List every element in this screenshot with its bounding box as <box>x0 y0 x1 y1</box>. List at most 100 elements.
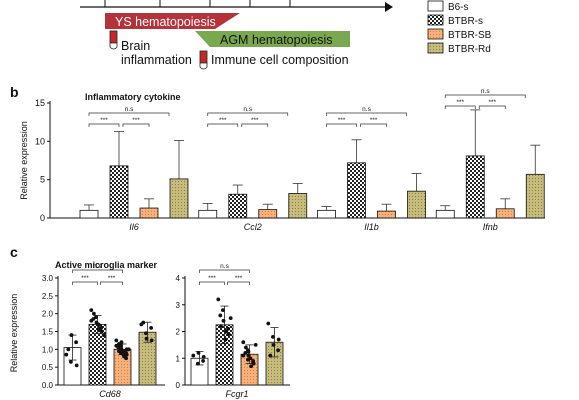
sig-top-line <box>72 269 123 273</box>
ys-hematopoiesis-band <box>105 13 240 29</box>
x-tick-label: Ifnb <box>483 222 498 232</box>
data-point <box>241 340 246 345</box>
panel-b-letter: b <box>10 84 19 100</box>
legend-swatch-0 <box>427 0 444 12</box>
active-microglia-chart: Active microglia marker Relative expressi… <box>9 260 290 399</box>
data-point <box>249 364 254 369</box>
sig-left-label: *** <box>219 117 227 124</box>
chart-title: Active microglia marker <box>55 260 158 270</box>
sig-right-line <box>360 123 387 127</box>
legend: B6-s BTBR-s BTBR-SB BTBR-Rd <box>427 0 492 55</box>
data-point <box>268 353 273 358</box>
x-tick-label: Cd68 <box>99 389 121 399</box>
data-point <box>69 359 73 364</box>
data-point <box>276 337 281 342</box>
y-axis-label: Relative expression <box>19 121 29 200</box>
sig-right-label: *** <box>370 117 378 124</box>
sig-top-label: n.s <box>481 88 490 95</box>
sig-left-line <box>72 281 98 285</box>
data-point <box>191 353 196 358</box>
bar-Ccl2-B6-s <box>198 209 218 219</box>
y-tick-label: 0 <box>176 381 181 390</box>
sig-right-line <box>478 105 506 109</box>
data-point <box>74 340 78 345</box>
bar-Il6-B6-s <box>79 209 99 219</box>
sig-left-label: *** <box>100 117 108 124</box>
sig-left-line <box>88 123 120 127</box>
sig-left-line <box>207 123 239 127</box>
data-point <box>221 318 226 323</box>
bar-Ccl2-BTBR-Rd <box>288 193 308 219</box>
sig-left-line <box>199 281 225 285</box>
sig-top-line <box>207 112 289 116</box>
sig-left-label: *** <box>456 99 464 106</box>
y-tick-label: 2 <box>176 328 181 337</box>
bar-Il6-BTBR-s <box>109 165 129 219</box>
data-point <box>266 321 271 326</box>
bar-Il1b-BTBR-s <box>347 162 366 219</box>
data-point <box>144 331 148 336</box>
data-point <box>228 316 233 321</box>
sig-top-label: n.s <box>125 106 134 113</box>
data-point <box>119 340 124 345</box>
bar-Ifnb-BTBR-s <box>465 155 485 219</box>
data-point <box>246 349 251 354</box>
legend-label-0: B6-s <box>448 2 469 13</box>
data-point <box>124 356 128 361</box>
sig-top-line <box>88 112 170 116</box>
x-tick-label: Il6 <box>129 222 139 232</box>
sig-left-line <box>444 105 476 109</box>
bar-Il1b-BTBR-SB <box>377 210 396 219</box>
bar-Ifnb-B6-s <box>435 209 455 219</box>
data-point <box>66 347 71 352</box>
y-tick-label: 10 <box>35 136 45 146</box>
y-tick-label: 4 <box>176 274 181 283</box>
sig-top-line <box>199 269 250 273</box>
data-point <box>243 351 248 355</box>
bar-Ifnb-BTBR-Rd <box>525 173 545 219</box>
data-point <box>244 345 248 350</box>
ys-hematopoiesis-label: YS hematopoiesis <box>115 15 216 29</box>
legend-swatch-1 <box>427 14 444 26</box>
sig-top-label: n.s <box>93 263 102 270</box>
sig-left-label: *** <box>338 117 346 124</box>
sig-right-label: *** <box>108 275 116 282</box>
agm-hematopoiesis-label: AGM hematopoiesis <box>220 33 333 47</box>
data-point <box>271 342 276 347</box>
data-point <box>226 326 231 331</box>
sig-left-line <box>326 123 357 127</box>
sig-top-label: n.s <box>220 263 229 270</box>
bar-Il1b-BTBR-Rd <box>407 190 426 219</box>
y-tick-label: 5 <box>40 175 45 185</box>
sig-right-label: *** <box>488 99 496 106</box>
sig-left-label: *** <box>208 275 216 282</box>
data-point <box>241 353 246 358</box>
x-tick-label: Ccl2 <box>244 222 262 232</box>
sig-right-line <box>100 281 123 285</box>
y-tick-label: 0.0 <box>42 381 54 390</box>
y-tick-label: 2.5 <box>42 292 54 301</box>
x-tick-label: Fcgr1 <box>225 389 248 399</box>
legend-label-1: BTBR-s <box>448 16 483 27</box>
sig-top-line <box>326 112 407 116</box>
data-point <box>97 327 101 332</box>
data-point <box>116 345 121 350</box>
subplot-Fcgr1: 0 1 2 3 4 Fcgr1 n.s *** *** <box>176 263 290 399</box>
bar-Ccl2-BTBR-s <box>228 193 248 219</box>
y-tick-label: 1.0 <box>42 345 54 354</box>
sig-right-line <box>122 123 150 127</box>
x-tick-label: Il1b <box>364 222 379 232</box>
data-point <box>149 338 154 343</box>
subplot-Cd68: 0.0 0.5 1.0 1.5 2.0 2.5 3.0 Cd68 n.s *** *** <box>42 263 165 399</box>
y-tick-label: 0.5 <box>42 363 54 372</box>
sig-left-label: *** <box>81 275 89 282</box>
y-tick-label: 2.0 <box>42 310 54 319</box>
bar-Il1b-B6-s <box>317 209 336 219</box>
chart-title: Inflammatory cytokine <box>85 92 181 102</box>
brain-tube-icon <box>109 30 118 50</box>
legend-swatch-2 <box>427 28 444 40</box>
data-point <box>196 361 200 366</box>
data-point <box>216 297 221 302</box>
data-point <box>121 352 126 357</box>
